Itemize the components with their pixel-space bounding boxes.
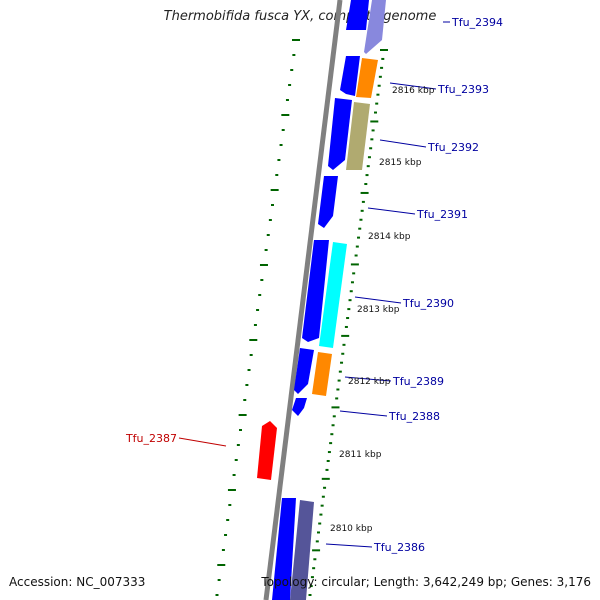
accession-label: Accession: NC_007333 bbox=[9, 575, 146, 589]
feature-block-tfu-2390[interactable] bbox=[319, 242, 347, 348]
gene-label[interactable]: Tfu_2387 bbox=[125, 432, 177, 445]
gene-arrow-tfu-2393[interactable] bbox=[340, 56, 360, 96]
gene-callouts: Tfu_2394 Tfu_2393 Tfu_2392 Tfu_2391 Tfu_2390… bbox=[125, 16, 503, 554]
gene-label[interactable]: Tfu_2389 bbox=[392, 375, 444, 388]
gene-label[interactable]: Tfu_2394 bbox=[451, 16, 503, 29]
scale-label: 2816 kbp bbox=[392, 86, 435, 96]
feature-block-tfu-2394[interactable] bbox=[364, 0, 386, 54]
gene-label-leader bbox=[178, 437, 227, 447]
scale-label: 2812 kbp bbox=[348, 377, 391, 387]
gene-arrow-tfu-2392[interactable] bbox=[328, 98, 352, 170]
gene-label[interactable]: Tfu_2393 bbox=[437, 83, 489, 96]
gene-arrow-tfu-2387[interactable] bbox=[257, 421, 277, 480]
gene-label[interactable]: Tfu_2392 bbox=[427, 141, 479, 154]
gene-arrow-tfu-2388[interactable] bbox=[292, 398, 307, 416]
scale-label: 2811 kbp bbox=[339, 450, 382, 460]
gene-arrow-tfu-2394[interactable] bbox=[346, 0, 369, 30]
gene-arrow-tfu-2390[interactable] bbox=[302, 240, 329, 342]
feature-block-tfu-2389[interactable] bbox=[312, 352, 332, 396]
genome-backbone bbox=[263, 0, 343, 600]
scale-ticks bbox=[215, 39, 388, 596]
gene-label-leader bbox=[339, 410, 388, 417]
feature-block-tfu-2386[interactable] bbox=[290, 500, 314, 600]
genome-summary: Topology: circular; Length: 3,642,249 bp… bbox=[261, 575, 591, 589]
gene-label-leader bbox=[354, 296, 402, 304]
feature-block-tfu-2392[interactable] bbox=[346, 102, 370, 170]
scale-label: 2815 kbp bbox=[379, 158, 422, 168]
gene-label-leader bbox=[379, 139, 427, 148]
gene-label[interactable]: Tfu_2388 bbox=[388, 410, 440, 423]
gene-label[interactable]: Tfu_2391 bbox=[416, 208, 468, 221]
gene-label-leader bbox=[389, 82, 437, 90]
gene-arrow-tfu-2389[interactable] bbox=[294, 348, 314, 394]
feature-block-tfu-2393[interactable] bbox=[356, 58, 378, 98]
gene-label-leader bbox=[344, 376, 392, 382]
scale-label: 2813 kbp bbox=[357, 305, 400, 315]
map-title: Thermobifida fusca YX, complete genome bbox=[163, 9, 437, 24]
scale-label: 2814 kbp bbox=[368, 232, 411, 242]
gene-label-leader bbox=[325, 543, 373, 548]
scale-label: 2810 kbp bbox=[330, 524, 373, 534]
scale-labels: 2816 kbp 2815 kbp 2814 kbp 2813 kbp 2812 kbp… bbox=[330, 86, 435, 534]
gene-arrow-tfu-2391[interactable] bbox=[318, 176, 338, 228]
gene-label-leader bbox=[367, 207, 416, 215]
gene-label[interactable]: Tfu_2386 bbox=[373, 541, 425, 554]
gene-label[interactable]: Tfu_2390 bbox=[402, 297, 454, 310]
feature-blocks bbox=[257, 0, 386, 600]
gene-arrow-tfu-2386[interactable] bbox=[272, 498, 296, 600]
